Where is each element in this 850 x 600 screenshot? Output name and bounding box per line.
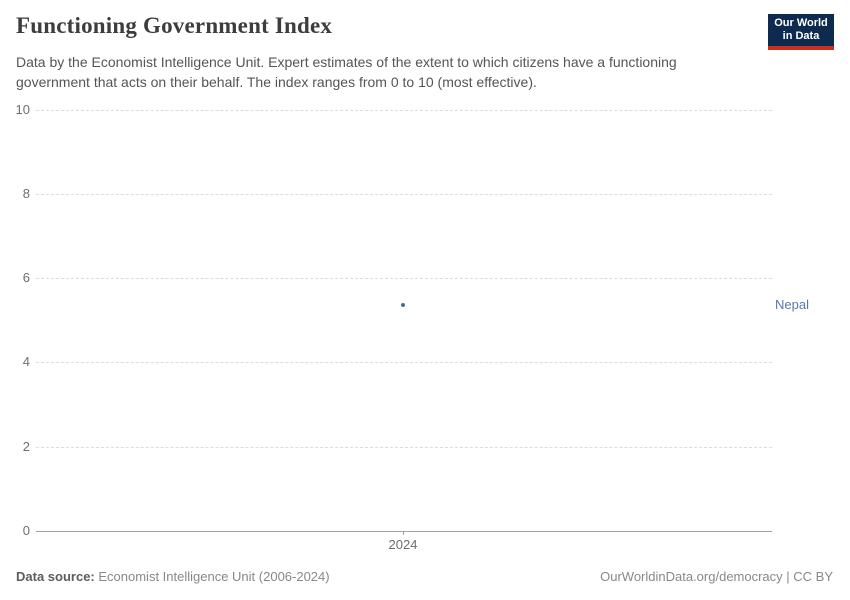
- y-axis-tick-label: 6: [22, 270, 30, 286]
- page-title: Functioning Government Index: [16, 13, 333, 38]
- x-axis-tick-label: 2024: [388, 537, 418, 552]
- chart-subtitle: Data by the Economist Intelligence Unit.…: [16, 52, 677, 92]
- data-point-nepal[interactable]: [401, 303, 405, 308]
- gridline: [36, 109, 772, 111]
- chart-subtitle-line1: Data by the Economist Intelligence Unit.…: [16, 54, 677, 70]
- x-axis-line: [36, 531, 772, 532]
- gridline: [36, 446, 772, 448]
- license-text: OurWorldinData.org/democracy | CC BY: [600, 569, 833, 584]
- y-axis-tick-label: 0: [22, 523, 30, 538]
- data-source-text[interactable]: Economist Intelligence Unit (2006-2024): [94, 569, 330, 584]
- license-link[interactable]: OurWorldinData.org/democracy | CC BY: [600, 569, 833, 584]
- y-axis-tick-label: 4: [22, 354, 30, 370]
- entity-label-nepal[interactable]: Nepal: [775, 297, 809, 313]
- x-axis-tick-mark: [403, 531, 404, 535]
- gridline: [36, 278, 772, 280]
- owid-logo-line2: in Data: [782, 30, 820, 42]
- gridline: [36, 193, 772, 195]
- owid-logo-line1: Our World: [774, 17, 828, 29]
- gridline: [36, 362, 772, 364]
- data-source-label: Data source:: [16, 569, 95, 584]
- chart-subtitle-line2: government that acts on their behalf. Th…: [16, 74, 537, 90]
- y-axis-tick-label: 8: [22, 185, 30, 201]
- y-axis-tick-label: 2: [22, 438, 30, 454]
- y-axis-tick-label: 10: [15, 101, 30, 117]
- owid-logo[interactable]: Our World in Data: [768, 14, 834, 50]
- data-source: Data source: Economist Intelligence Unit…: [16, 569, 330, 584]
